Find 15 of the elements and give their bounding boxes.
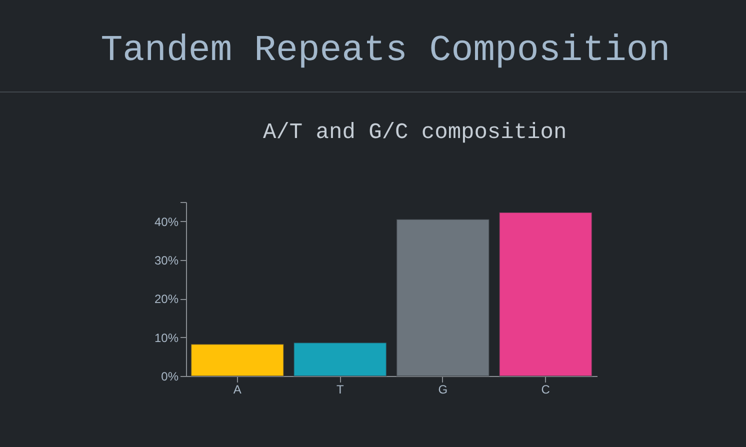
- x-tick-label: T: [336, 382, 344, 396]
- y-tick-label: 0%: [161, 370, 179, 384]
- y-tick-label: 20%: [154, 292, 179, 306]
- y-tick-label: 40%: [154, 214, 179, 229]
- bar: [498, 212, 592, 376]
- x-tick-label: C: [541, 382, 550, 396]
- bar: [190, 344, 284, 376]
- y-tick-label: 10%: [154, 330, 179, 345]
- chart-title: Tandem Repeats Composition: [100, 30, 670, 71]
- x-tick-label: A: [233, 382, 242, 396]
- y-tick-label: 30%: [154, 254, 179, 268]
- bar: [396, 218, 490, 376]
- x-tick-label: G: [438, 382, 448, 396]
- text: A/T and G/C composition: [263, 120, 567, 145]
- bar: [293, 342, 387, 376]
